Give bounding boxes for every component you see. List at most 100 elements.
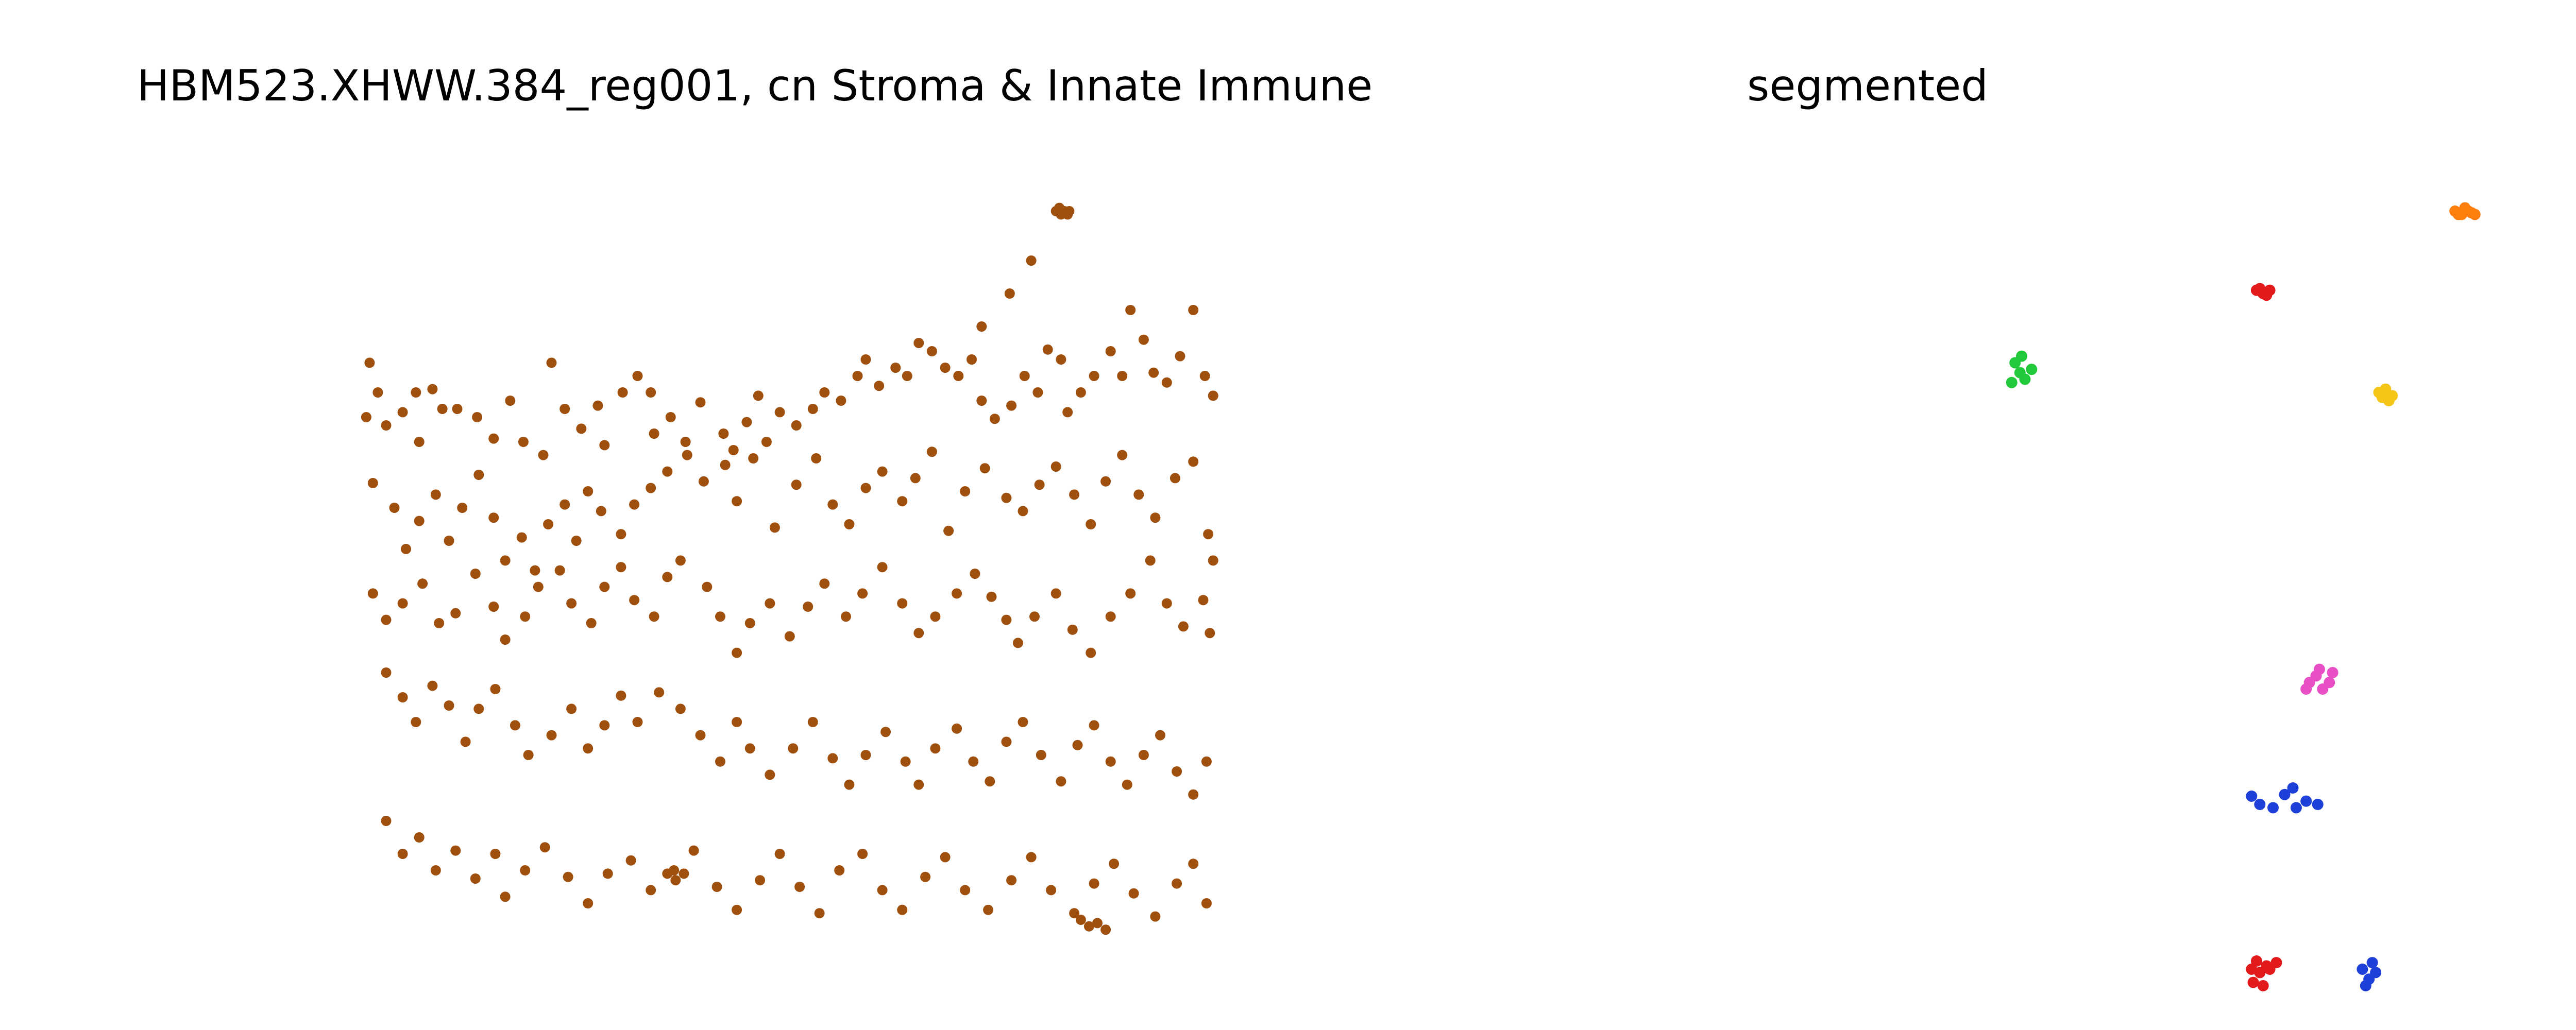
- scatter-point: [632, 371, 643, 381]
- scatter-point: [2452, 209, 2464, 220]
- scatter-point: [715, 611, 725, 622]
- scatter-point: [1089, 878, 1099, 889]
- scatter-point: [566, 703, 577, 714]
- scatter-point: [546, 730, 557, 741]
- scatter-point: [744, 618, 755, 628]
- scatter-point: [1150, 911, 1161, 922]
- scatter-point: [2370, 967, 2382, 978]
- scatter-point: [654, 687, 665, 698]
- scatter-point: [688, 845, 699, 856]
- scatter-point: [490, 849, 501, 859]
- scatter-point: [860, 483, 871, 493]
- scatter-point: [397, 598, 408, 609]
- scatter-point: [897, 496, 908, 507]
- scatter-point: [920, 871, 931, 882]
- scatter-point: [748, 453, 759, 464]
- scatter-point: [430, 489, 441, 500]
- scatter-point: [625, 855, 636, 866]
- scatter-point: [1117, 371, 1128, 381]
- scatter-point: [1122, 779, 1132, 790]
- scatter-point: [401, 544, 411, 554]
- scatter-point: [940, 363, 951, 373]
- scatter-point: [488, 512, 499, 523]
- scatter-point: [1201, 898, 1212, 908]
- scatter-point: [649, 611, 659, 622]
- scatter-point: [844, 779, 855, 790]
- scatter-point: [2324, 677, 2335, 689]
- scatter-point: [1064, 206, 1075, 216]
- scatter-point: [880, 727, 891, 737]
- scatter-point: [1034, 479, 1045, 490]
- scatter-point: [926, 447, 937, 457]
- scatter-point: [2246, 964, 2258, 975]
- scatter-point: [1105, 756, 1116, 767]
- scatter-point: [877, 466, 888, 477]
- scatter-point: [539, 842, 550, 853]
- scatter-point: [444, 536, 454, 546]
- scatter-point: [926, 346, 937, 356]
- scatter-point: [1089, 720, 1099, 731]
- scatter-point: [1188, 305, 1199, 315]
- scatter-point: [596, 506, 606, 517]
- scatter-point: [774, 849, 785, 859]
- scatter-point: [679, 868, 689, 879]
- scatter-point: [389, 503, 400, 513]
- scatter-point: [834, 865, 845, 876]
- scatter-point: [367, 478, 378, 488]
- scatter-point: [1203, 529, 1214, 540]
- scatter-point: [1172, 766, 1182, 777]
- scatter-point: [662, 466, 673, 477]
- scatter-point: [1056, 776, 1066, 787]
- scatter-point: [530, 565, 540, 576]
- scatter-point: [1161, 598, 1172, 609]
- scatter-point: [646, 885, 656, 896]
- scatter-point: [2254, 283, 2266, 295]
- scatter-point: [952, 588, 962, 599]
- scatter-point: [910, 473, 921, 484]
- scatter-point: [510, 720, 520, 731]
- scatter-point: [900, 756, 911, 767]
- scatter-point: [755, 875, 766, 886]
- scatter-point: [953, 371, 964, 381]
- scatter-point: [2290, 802, 2302, 814]
- scatter-point: [702, 581, 713, 592]
- scatter-point: [414, 516, 425, 526]
- scatter-point: [414, 832, 425, 843]
- scatter-point: [1050, 588, 1061, 599]
- scatter-point: [1069, 489, 1080, 500]
- scatter-point: [518, 437, 529, 447]
- scatter-point: [1145, 555, 1156, 566]
- scatter-point: [397, 692, 408, 702]
- scatter-point: [361, 412, 371, 422]
- scatter-point: [505, 396, 516, 406]
- scatter-point: [913, 628, 924, 639]
- scatter-point: [890, 363, 901, 373]
- scatter-point: [675, 555, 686, 566]
- scatter-point: [2327, 667, 2338, 678]
- scatter-point: [1205, 628, 1215, 639]
- scatter-point: [807, 717, 818, 727]
- scatter-point: [794, 882, 805, 892]
- scatter-point: [1198, 595, 1209, 606]
- scatter-point: [417, 578, 428, 589]
- scatter-point: [533, 581, 544, 592]
- scatter-point: [397, 407, 408, 418]
- scatter-point: [765, 598, 775, 609]
- scatter-point: [1001, 492, 1012, 503]
- scatter-point: [952, 723, 962, 734]
- scatter-point: [827, 499, 838, 510]
- scatter-point: [844, 519, 855, 529]
- scatter-point: [599, 440, 610, 451]
- scatter-point: [1018, 717, 1028, 727]
- scatter-point: [1006, 875, 1017, 886]
- scatter-point: [1046, 885, 1057, 896]
- scatter-point: [852, 371, 863, 381]
- scatter-point: [1105, 611, 1116, 622]
- scatter-point: [976, 321, 987, 332]
- scatter-point: [1086, 519, 1096, 529]
- scatter-point: [617, 387, 628, 398]
- right-panel-title: segmented: [1747, 61, 1988, 111]
- scatter-point: [1208, 555, 1218, 566]
- scatter-point: [520, 865, 531, 876]
